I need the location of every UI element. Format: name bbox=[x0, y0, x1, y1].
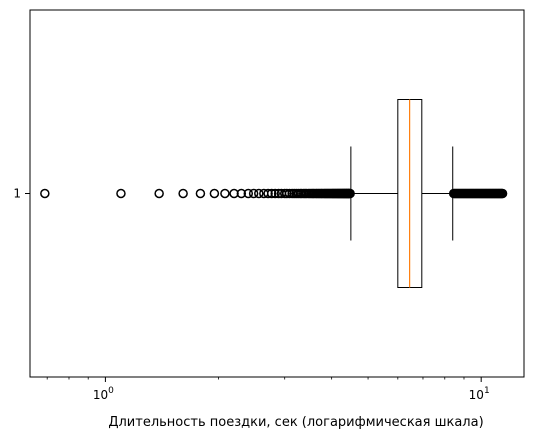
x-tick-label: 100 bbox=[93, 386, 114, 402]
outlier-point bbox=[270, 188, 280, 199]
y-tick-label: 1 bbox=[13, 187, 21, 201]
outlier-point bbox=[254, 188, 264, 199]
x-tick-label: 101 bbox=[469, 386, 490, 402]
outlier-point bbox=[116, 188, 126, 199]
outlier-point bbox=[248, 188, 259, 199]
x-axis-label: Длительность поездки, сек (логарифмическ… bbox=[108, 415, 483, 430]
plot-area: 100 101 1 bbox=[13, 9, 525, 402]
outlier-point bbox=[178, 188, 188, 199]
outlier-point bbox=[266, 188, 277, 199]
outlier-point bbox=[263, 188, 273, 199]
outlier-point bbox=[209, 188, 220, 199]
outlier-point bbox=[154, 188, 164, 199]
outlier-point bbox=[243, 188, 254, 199]
outlier-point bbox=[345, 188, 355, 199]
outlier-point bbox=[236, 188, 247, 199]
outlier-point bbox=[497, 188, 508, 199]
outlier-point bbox=[195, 188, 206, 199]
outlier-point bbox=[220, 188, 230, 199]
outlier-point bbox=[40, 188, 50, 199]
